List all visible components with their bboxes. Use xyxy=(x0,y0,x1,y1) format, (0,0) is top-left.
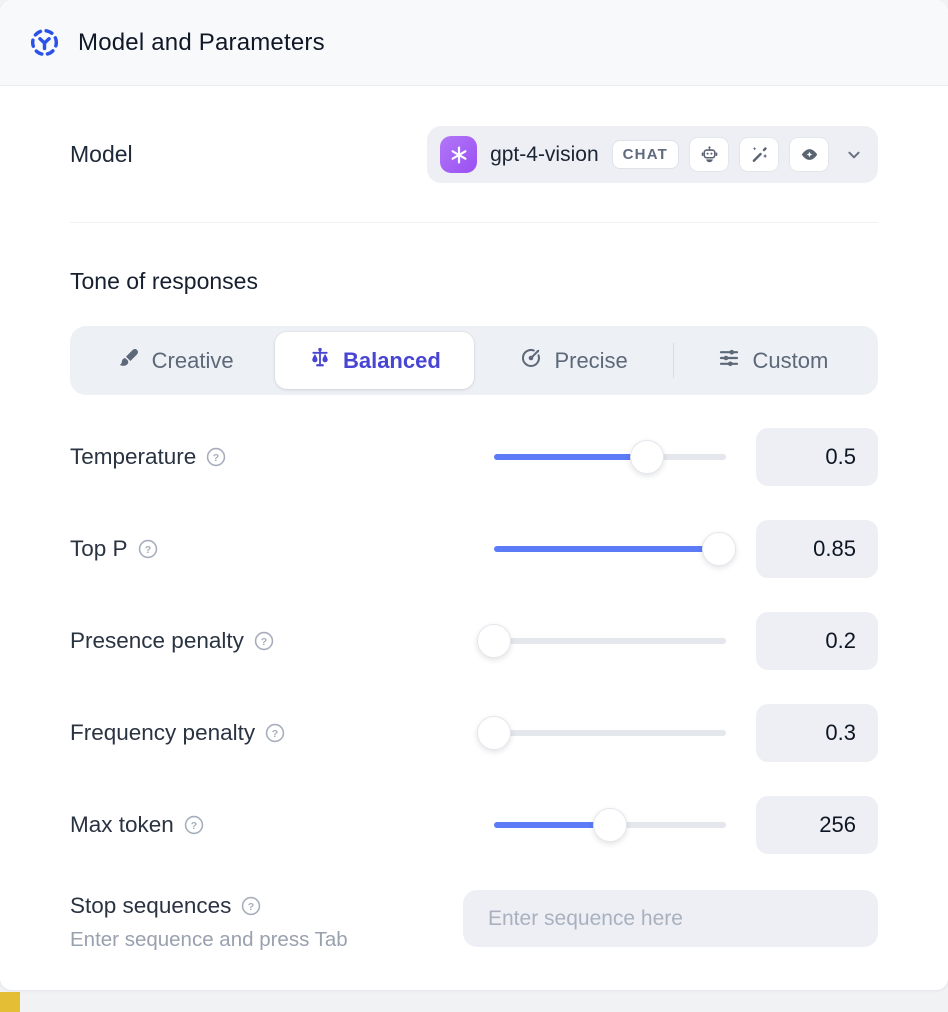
param-label-group: Top P? xyxy=(70,536,159,562)
section-divider xyxy=(70,222,878,223)
stop-sequence-input[interactable] xyxy=(463,890,878,947)
model-type-badge: CHAT xyxy=(611,140,679,169)
stop-sequences-row: Stop sequences ? Enter sequence and pres… xyxy=(70,890,878,952)
param-label-group: Max token? xyxy=(70,812,205,838)
target-icon xyxy=(519,346,543,376)
svg-text:?: ? xyxy=(272,728,278,740)
robot-icon xyxy=(689,137,729,172)
slider-thumb[interactable] xyxy=(630,440,665,474)
sliders-icon xyxy=(717,346,741,376)
help-icon[interactable]: ? xyxy=(137,538,159,560)
value-input-temperature[interactable] xyxy=(756,428,878,486)
tone-option-balanced[interactable]: Balanced xyxy=(275,332,474,389)
segment-separator xyxy=(672,343,674,378)
model-label: Model xyxy=(70,141,133,167)
param-label-top-p: Top P xyxy=(70,536,128,561)
param-label-frequency-penalty: Frequency penalty xyxy=(70,720,256,745)
param-row-presence-penalty: Presence penalty? xyxy=(70,612,878,670)
svg-text:?: ? xyxy=(248,901,254,913)
yellow-corner-accent xyxy=(0,992,20,1012)
value-input-frequency-penalty[interactable] xyxy=(756,704,878,762)
slider-fill xyxy=(494,454,648,460)
panel-header: Model and Parameters xyxy=(0,0,948,86)
tone-heading: Tone of responses xyxy=(70,268,258,294)
slider-top-p[interactable] xyxy=(494,520,737,578)
slider-fill xyxy=(494,546,720,552)
param-label-temperature: Temperature xyxy=(70,444,197,469)
value-input-top-p[interactable] xyxy=(756,520,878,578)
slider-fill xyxy=(494,822,610,828)
tone-segmented-control: Creative Balanced Precise Custom xyxy=(70,326,878,395)
help-icon[interactable]: ? xyxy=(183,814,205,836)
param-row-temperature: Temperature? xyxy=(70,428,878,486)
slider-thumb[interactable] xyxy=(702,532,737,566)
slider-max-token[interactable] xyxy=(494,796,726,854)
brush-icon xyxy=(117,346,141,376)
param-row-frequency-penalty: Frequency penalty? xyxy=(70,704,878,762)
slider-track xyxy=(494,638,726,644)
svg-text:?: ? xyxy=(144,544,150,556)
stop-sequences-label: Stop sequences xyxy=(70,893,232,918)
tone-option-precise[interactable]: Precise xyxy=(475,332,673,389)
openai-icon xyxy=(440,136,478,173)
slider-frequency-penalty[interactable] xyxy=(477,704,726,762)
value-input-max-token[interactable] xyxy=(756,796,878,854)
svg-text:?: ? xyxy=(213,452,219,464)
tone-option-label: Precise xyxy=(554,347,628,373)
parameter-list: Temperature?Top P?Presence penalty?Frequ… xyxy=(70,428,878,854)
param-label-group: Temperature? xyxy=(70,444,227,470)
scale-icon xyxy=(308,346,332,376)
tone-option-label: Custom xyxy=(752,347,829,373)
magic-wand-icon xyxy=(739,137,779,172)
param-label-group: Presence penalty? xyxy=(70,628,275,654)
tone-option-label: Balanced xyxy=(342,347,441,373)
svg-text:?: ? xyxy=(261,636,267,648)
tone-option-creative[interactable]: Creative xyxy=(76,332,274,389)
slider-thumb[interactable] xyxy=(477,716,511,750)
tone-option-custom[interactable]: Custom xyxy=(674,332,872,389)
chevron-down-icon xyxy=(843,144,865,166)
stop-sequences-labels: Stop sequences ? Enter sequence and pres… xyxy=(70,890,348,952)
selected-model-name: gpt-4-vision xyxy=(490,142,599,166)
slider-presence-penalty[interactable] xyxy=(477,612,726,670)
model-node-icon xyxy=(28,26,61,59)
model-parameters-panel: Model and Parameters Model gpt-4-vision … xyxy=(0,0,948,990)
slider-thumb[interactable] xyxy=(477,624,511,658)
param-label-presence-penalty: Presence penalty xyxy=(70,628,244,653)
model-row: Model gpt-4-vision CHAT xyxy=(70,126,878,183)
slider-temperature[interactable] xyxy=(494,428,726,486)
help-icon[interactable]: ? xyxy=(240,895,262,917)
param-row-max-token: Max token? xyxy=(70,796,878,854)
param-label-max-token: Max token xyxy=(70,812,174,837)
panel-title: Model and Parameters xyxy=(78,28,325,56)
help-icon[interactable]: ? xyxy=(264,722,286,744)
tone-option-label: Creative xyxy=(151,347,234,373)
help-icon[interactable]: ? xyxy=(253,630,275,652)
vision-eye-icon xyxy=(789,137,829,172)
help-icon[interactable]: ? xyxy=(205,446,227,468)
slider-thumb[interactable] xyxy=(593,808,627,842)
param-label-group: Frequency penalty? xyxy=(70,720,286,746)
stop-sequences-hint: Enter sequence and press Tab xyxy=(70,928,348,951)
svg-text:?: ? xyxy=(191,820,197,832)
param-row-top-p: Top P? xyxy=(70,520,878,578)
value-input-presence-penalty[interactable] xyxy=(756,612,878,670)
slider-track xyxy=(494,730,726,736)
model-select-dropdown[interactable]: gpt-4-vision CHAT xyxy=(427,126,878,183)
